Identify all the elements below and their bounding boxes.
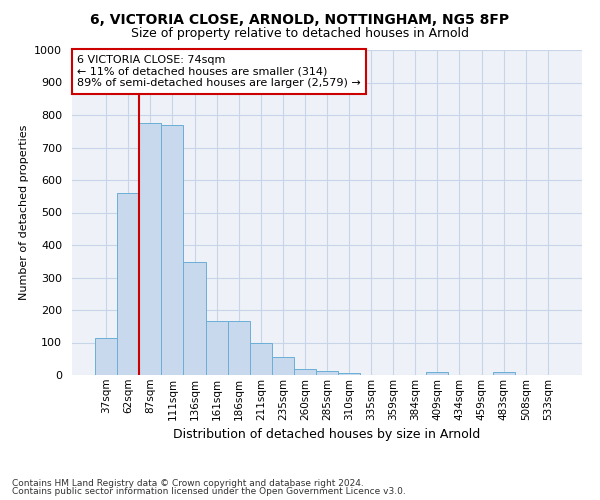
Text: 6, VICTORIA CLOSE, ARNOLD, NOTTINGHAM, NG5 8FP: 6, VICTORIA CLOSE, ARNOLD, NOTTINGHAM, N… — [91, 12, 509, 26]
Bar — [294, 369, 316, 375]
Bar — [206, 322, 227, 375]
Bar — [184, 262, 206, 375]
Bar — [95, 338, 117, 375]
Text: Size of property relative to detached houses in Arnold: Size of property relative to detached ho… — [131, 28, 469, 40]
Bar — [161, 124, 184, 375]
Bar — [139, 123, 161, 375]
Y-axis label: Number of detached properties: Number of detached properties — [19, 125, 29, 300]
Bar — [117, 193, 139, 375]
Text: Contains HM Land Registry data © Crown copyright and database right 2024.: Contains HM Land Registry data © Crown c… — [12, 478, 364, 488]
Text: Contains public sector information licensed under the Open Government Licence v3: Contains public sector information licen… — [12, 487, 406, 496]
Bar — [493, 372, 515, 375]
X-axis label: Distribution of detached houses by size in Arnold: Distribution of detached houses by size … — [173, 428, 481, 441]
Bar — [250, 344, 272, 375]
Bar — [316, 371, 338, 375]
Text: 6 VICTORIA CLOSE: 74sqm
← 11% of detached houses are smaller (314)
89% of semi-d: 6 VICTORIA CLOSE: 74sqm ← 11% of detache… — [77, 55, 361, 88]
Bar — [227, 322, 250, 375]
Bar — [338, 372, 360, 375]
Bar — [272, 358, 294, 375]
Bar — [427, 372, 448, 375]
